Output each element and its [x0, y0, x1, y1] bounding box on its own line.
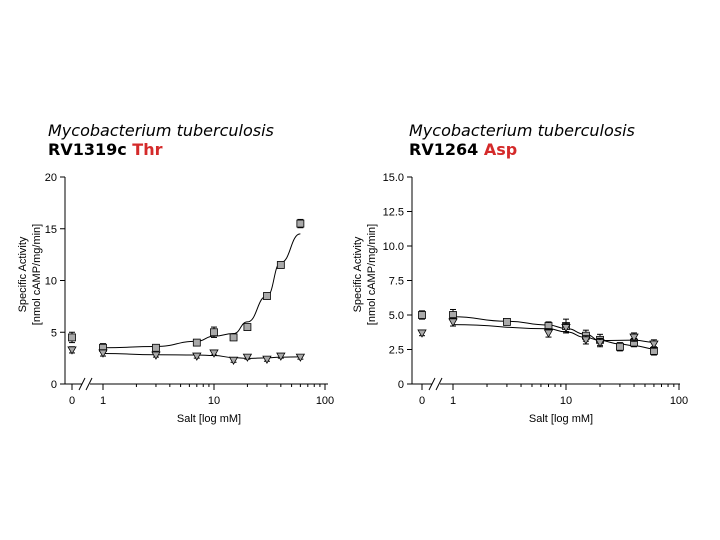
- chart1-series2-point: [67, 346, 77, 355]
- chart1-series1-point: [229, 333, 238, 342]
- chart2-series1-point: [616, 342, 624, 351]
- chart2-axis-break-mark: [435, 377, 443, 391]
- chart2-title-residue: Asp: [483, 140, 518, 159]
- chart1-series1-point: [192, 338, 201, 347]
- chart2-axis-break-mark: [428, 377, 436, 391]
- chart1-series1-point: [296, 219, 305, 228]
- chart1-series2-point: [151, 351, 161, 360]
- chart1-series2-point: [209, 349, 219, 358]
- chart1-axis-break-mark: [78, 377, 86, 391]
- chart1-title-organism: Mycobacterium tuberculosis: [48, 121, 274, 140]
- chart1-series2-point: [276, 352, 286, 361]
- chart1-series2-point: [228, 356, 239, 366]
- chart1-title: Mycobacterium tuberculosis RV1319c Thr: [48, 121, 274, 159]
- chart1-series1-point: [152, 343, 160, 352]
- chart1-x-tick-label: 100: [316, 395, 334, 407]
- chart1: 0 5 10 15 20 0 1 10 100 Salt [log mM] Specific Act…: [17, 172, 334, 425]
- chart2-series2-point: [448, 318, 458, 327]
- chart2-y-tick-label: 2.5: [389, 345, 404, 357]
- chart1-title-residue: Thr: [132, 140, 163, 159]
- chart1-y-tick-label: 20: [45, 172, 57, 184]
- chart1-x-tick-label: 0: [69, 395, 75, 407]
- chart2-y-tick-label: 0: [398, 379, 404, 391]
- chart1-y-axis-label-line1: Specific Activity: [17, 236, 29, 312]
- chart2-y-tick-label: 10.0: [383, 241, 404, 253]
- chart2-y-tick-label: 15.0: [383, 172, 404, 184]
- chart2-x-tick-label: 10: [560, 395, 572, 407]
- chart1-series2-point: [262, 355, 272, 364]
- chart2-y-tick-label: 7.5: [389, 276, 404, 288]
- chart2-title-organism: Mycobacterium tuberculosis: [409, 121, 635, 140]
- chart2-series2-point: [595, 339, 605, 348]
- chart1-series1-fit-curve: [102, 233, 301, 349]
- chart1-series1-point: [210, 328, 218, 337]
- chart1-series1-point: [276, 261, 285, 269]
- chart1-y-tick-label: 10: [45, 276, 57, 288]
- chart2-x-tick-label: 1: [450, 395, 456, 407]
- chart2-x-tick-label: 100: [670, 395, 688, 407]
- chart1-axis-break-mark: [85, 377, 93, 391]
- chart2-title: Mycobacterium tuberculosis RV1264 Asp: [409, 121, 635, 159]
- chart2-series2-point: [581, 336, 591, 345]
- chart2-y-axis-label-line1: Specific Activity: [352, 236, 364, 312]
- chart2-series2-point: [417, 329, 427, 338]
- chart1-series1-point: [243, 323, 252, 331]
- chart1-series2-point: [242, 353, 253, 362]
- chart1-title-protein: RV1319c Thr: [48, 140, 163, 159]
- chart1-x-axis-label: Salt [log mM]: [177, 413, 241, 425]
- chart1-y-axis-label-line2: [nmol cAMP/mg/min]: [31, 224, 43, 325]
- chart1-y-tick-label: 0: [51, 379, 57, 391]
- chart2-x-tick-label: 0: [419, 395, 425, 407]
- chart2-series1-point: [418, 311, 426, 319]
- chart1-series2-point: [295, 353, 306, 362]
- chart2-series2-point: [629, 333, 639, 342]
- chart1-x-tick-label: 10: [208, 395, 220, 407]
- chart2-x-axis-label: Salt [log mM]: [529, 413, 593, 425]
- chart2-y-tick-label: 5.0: [389, 310, 404, 322]
- chart2-y-axis-label-line2: [nmol cAMP/mg/min]: [366, 224, 378, 325]
- chart1-series2-point: [192, 352, 202, 361]
- chart1-y-tick-label: 15: [45, 224, 57, 236]
- chart2-series2-point: [649, 340, 659, 349]
- chart1-x-tick-label: 1: [100, 395, 106, 407]
- chart1-series1-point: [263, 292, 271, 300]
- chart1-series1-point: [68, 333, 76, 342]
- chart1-y-tick-label: 5: [51, 327, 57, 339]
- chart2-series1-point: [503, 317, 511, 326]
- chart2-y-tick-label: 12.5: [383, 207, 404, 219]
- chart2-series2-point: [561, 324, 571, 333]
- chart2-series2-fit-curve: [452, 324, 654, 343]
- chart1-series2-point: [98, 349, 108, 358]
- chart2-title-protein: RV1264 Asp: [409, 140, 518, 159]
- chart2: 0 2.5 5.0 7.5 10.0 12.5 15.0 0 1 10 100 Salt [log m…: [352, 172, 688, 425]
- chart2-series2-point: [543, 329, 554, 338]
